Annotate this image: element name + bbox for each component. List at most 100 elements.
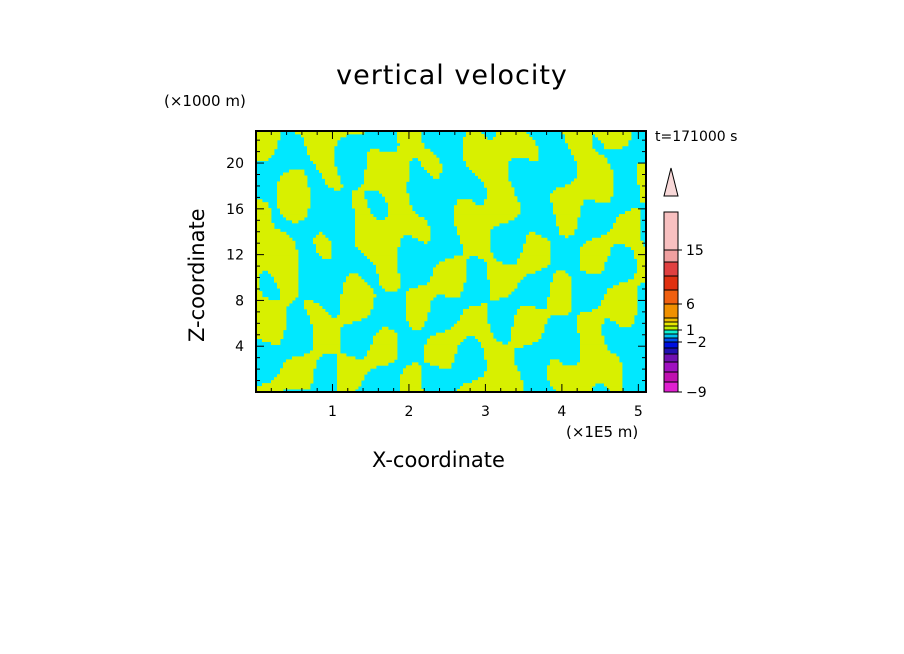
field-cell bbox=[550, 383, 596, 387]
field-cell bbox=[550, 291, 572, 295]
field-cell bbox=[328, 184, 344, 188]
field-cell bbox=[466, 163, 509, 167]
field-cell bbox=[256, 240, 296, 245]
field-cell bbox=[613, 225, 641, 230]
field-cell bbox=[640, 193, 647, 197]
field-cell bbox=[334, 187, 341, 191]
field-cell bbox=[418, 237, 431, 242]
field-cell bbox=[619, 282, 641, 286]
field-cell bbox=[400, 389, 425, 393]
field-cell bbox=[277, 190, 311, 194]
field-cell bbox=[487, 359, 515, 363]
field-cell bbox=[424, 350, 458, 354]
field-cell bbox=[277, 196, 311, 200]
field-cell bbox=[304, 303, 320, 307]
colorbar-label: −2 bbox=[686, 335, 707, 351]
field-cell bbox=[454, 219, 509, 224]
field-cell bbox=[388, 205, 413, 209]
field-cell bbox=[316, 246, 332, 251]
field-cell bbox=[481, 178, 509, 182]
field-cell bbox=[565, 136, 593, 141]
field-cell bbox=[484, 258, 497, 262]
field-cell bbox=[256, 131, 281, 135]
field-cell bbox=[379, 273, 401, 277]
field-cell bbox=[484, 199, 518, 203]
field-cell bbox=[562, 131, 632, 135]
field-cell bbox=[313, 237, 329, 242]
field-cell bbox=[319, 231, 323, 236]
field-cell bbox=[634, 273, 647, 277]
field-cell bbox=[457, 225, 494, 230]
field-cell bbox=[367, 255, 398, 259]
field-cell bbox=[256, 270, 263, 274]
colorbar-band bbox=[663, 249, 679, 263]
field-cell bbox=[289, 169, 305, 173]
field-cell bbox=[571, 151, 599, 156]
field-cell bbox=[277, 187, 311, 191]
colorbar: 15 6 1−2 −9 bbox=[663, 167, 707, 401]
field-cell bbox=[553, 208, 581, 212]
field-cell bbox=[367, 160, 410, 165]
field-cell bbox=[484, 350, 515, 354]
field-cell bbox=[304, 136, 341, 141]
field-cell bbox=[487, 270, 536, 274]
field-cell bbox=[352, 196, 365, 200]
field-cell bbox=[256, 225, 275, 230]
field-cell bbox=[310, 350, 341, 354]
field-cell bbox=[511, 335, 542, 340]
field-cell bbox=[433, 273, 467, 277]
field-cell bbox=[304, 300, 314, 304]
field-cell bbox=[463, 142, 536, 147]
field-cell bbox=[586, 270, 602, 274]
field-cell bbox=[307, 148, 335, 153]
field-cell bbox=[340, 297, 374, 301]
field-cell bbox=[517, 311, 569, 316]
y-tick-label: 16 bbox=[226, 202, 244, 218]
field-cell bbox=[640, 199, 647, 203]
field-cell bbox=[364, 356, 398, 360]
field-cell bbox=[307, 151, 335, 156]
field-cell bbox=[376, 332, 398, 337]
field-cell bbox=[430, 362, 452, 366]
field-cell bbox=[406, 314, 428, 319]
field-cell bbox=[406, 317, 428, 322]
field-cell bbox=[457, 389, 524, 393]
field-cell bbox=[640, 196, 647, 200]
field-cell bbox=[280, 208, 308, 212]
field-cell bbox=[484, 202, 521, 206]
field-cell bbox=[598, 305, 638, 310]
field-cell bbox=[337, 383, 362, 387]
field-cell bbox=[577, 323, 602, 328]
field-cell bbox=[457, 202, 476, 206]
field-cell bbox=[463, 157, 512, 162]
field-cell bbox=[346, 279, 365, 283]
field-cell bbox=[610, 228, 641, 233]
field-cell bbox=[595, 199, 611, 203]
field-cell bbox=[631, 246, 647, 251]
field-cell bbox=[550, 380, 623, 384]
field-cell bbox=[292, 356, 320, 360]
field-cell bbox=[256, 199, 263, 203]
field-cell bbox=[367, 163, 410, 167]
field-cell bbox=[352, 199, 368, 203]
field-cell bbox=[382, 285, 401, 289]
field-cell bbox=[490, 288, 515, 292]
field-cell bbox=[256, 389, 284, 393]
field-cell bbox=[514, 320, 548, 325]
field-cell bbox=[367, 154, 437, 159]
field-cell bbox=[430, 276, 467, 280]
field-cell bbox=[484, 371, 521, 375]
field-cell bbox=[352, 205, 368, 209]
field-cell bbox=[280, 368, 314, 372]
field-cell bbox=[580, 252, 611, 256]
field-cell bbox=[256, 249, 299, 254]
field-cell bbox=[256, 326, 287, 331]
field-cell bbox=[490, 279, 521, 283]
field-cell bbox=[400, 374, 422, 378]
field-cell bbox=[616, 219, 641, 224]
field-cell bbox=[580, 246, 611, 251]
field-cell bbox=[412, 234, 431, 239]
field-cell bbox=[256, 205, 269, 209]
field-cell bbox=[610, 389, 623, 393]
field-cell bbox=[313, 347, 341, 351]
